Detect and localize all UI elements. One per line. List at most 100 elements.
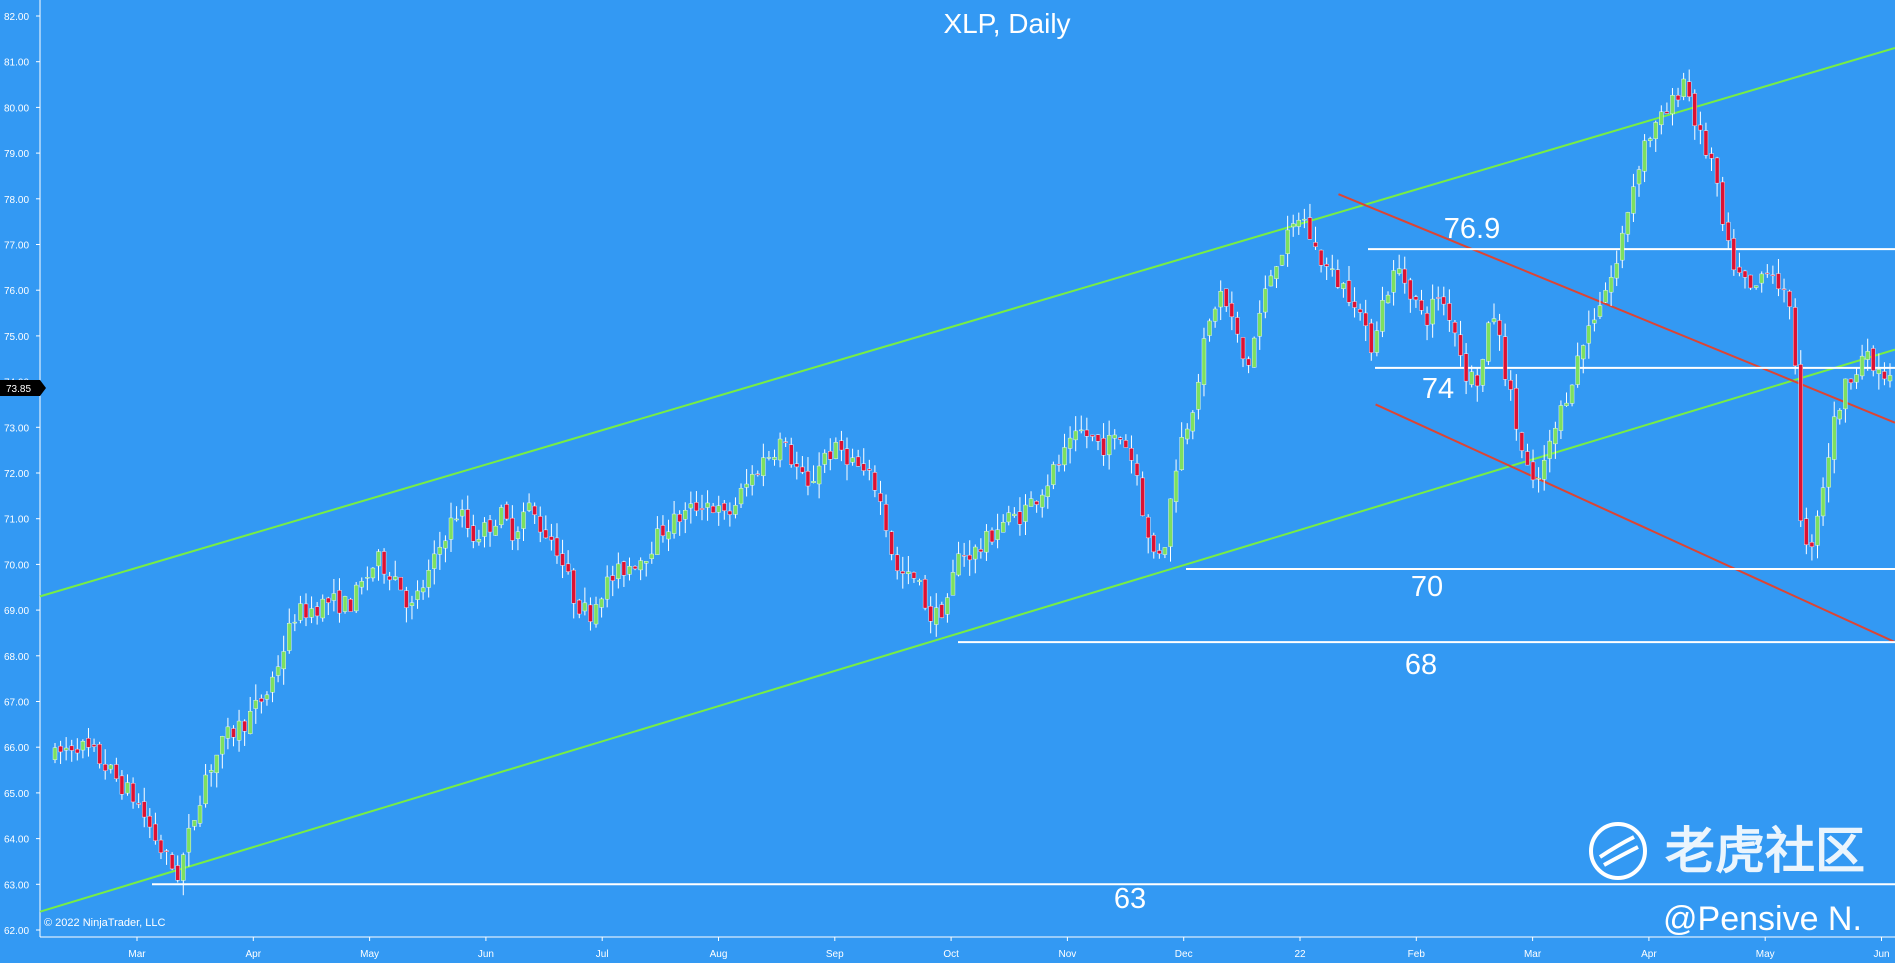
x-tick-label: Feb: [1408, 949, 1426, 960]
candle-body: [521, 511, 526, 529]
candle-body: [1341, 283, 1346, 289]
candle-body: [1313, 242, 1318, 247]
candle-body: [599, 598, 604, 608]
x-tick-label: Oct: [943, 949, 959, 960]
candle-body: [1129, 448, 1134, 461]
candle-body: [309, 608, 314, 618]
candle-body: [616, 563, 621, 580]
x-tick-label: Jul: [596, 949, 609, 960]
candle-body: [666, 531, 671, 540]
candle-body: [789, 444, 794, 465]
candle-body: [1157, 550, 1162, 555]
candle-body: [443, 540, 448, 549]
candle-body: [582, 602, 588, 612]
candle-body: [872, 472, 878, 491]
candle-body: [102, 764, 108, 771]
last-price-label: 73.85: [6, 384, 31, 395]
candle-body: [1346, 280, 1352, 303]
candle-body: [978, 549, 984, 553]
candle-body: [1748, 274, 1753, 289]
candle-body: [1837, 409, 1843, 420]
candle-body: [1274, 266, 1279, 279]
candle-body: [1040, 494, 1045, 508]
candle-body: [610, 575, 615, 581]
candle-body: [147, 815, 153, 828]
candle-body: [1664, 111, 1670, 114]
candle-body: [398, 577, 404, 591]
candle-body: [504, 504, 509, 520]
candle-body: [1095, 434, 1101, 442]
candle-body: [80, 741, 86, 751]
candle-body: [828, 451, 833, 460]
candle-body: [644, 561, 649, 564]
candle-body: [63, 747, 69, 751]
candle-body: [1391, 270, 1396, 293]
candle-body: [1753, 285, 1759, 288]
candle-body: [1759, 273, 1764, 284]
candle-body: [1541, 459, 1547, 480]
candle-body: [777, 438, 783, 461]
candle-body: [1703, 130, 1709, 156]
candle-body: [705, 502, 710, 508]
candle-body: [716, 505, 721, 513]
candle-body: [961, 555, 967, 557]
candle-body: [928, 606, 933, 622]
candle-body: [1491, 318, 1497, 323]
candle-body: [1458, 334, 1463, 356]
candle-body: [1179, 437, 1184, 471]
candle-body: [710, 505, 716, 513]
candle-body: [158, 839, 164, 853]
candle-body: [744, 483, 749, 488]
candle-body: [722, 503, 727, 511]
candle-body: [1101, 438, 1106, 456]
candle-body: [1000, 522, 1006, 533]
candle-body: [733, 505, 738, 515]
candle-body: [164, 850, 169, 852]
candle-body: [699, 508, 705, 510]
candle-body: [432, 553, 437, 569]
candle-body: [565, 563, 571, 572]
level-label: 68: [1405, 649, 1437, 681]
candle-body: [1079, 429, 1084, 432]
candle-body: [1848, 378, 1854, 383]
candle-body: [1781, 288, 1787, 291]
candle-body: [1620, 232, 1625, 261]
candle-body: [1246, 358, 1251, 366]
candle-body: [1687, 81, 1692, 97]
x-tick-label: Aug: [710, 949, 728, 960]
candle-body: [264, 694, 270, 700]
candle-body: [1871, 348, 1876, 371]
candle-body: [270, 676, 275, 693]
watermark-cn: 老虎社区: [1665, 823, 1865, 879]
candle-body: [1006, 512, 1011, 523]
candle-body: [1302, 218, 1307, 221]
candle-body: [1776, 273, 1781, 290]
candle-body: [1279, 254, 1285, 266]
candle-body: [387, 576, 392, 581]
candle-body: [326, 597, 331, 603]
price-tag-shape: [0, 380, 46, 396]
candle-body: [1519, 432, 1525, 451]
candle-body: [1547, 440, 1552, 459]
candle-body: [1625, 212, 1631, 235]
y-tick-label: 66.00: [4, 743, 29, 754]
y-tick-label: 80.00: [4, 103, 29, 114]
candle-body: [794, 463, 800, 468]
candle-body: [1608, 277, 1614, 293]
candle-body: [850, 457, 855, 463]
candle-body: [655, 528, 660, 555]
last-price-tag: 73.85: [0, 380, 46, 396]
candle-body: [1447, 303, 1452, 321]
candle-body: [208, 770, 214, 773]
candle-body: [1330, 268, 1335, 270]
x-tick-label: Apr: [246, 949, 262, 960]
candle-body: [683, 510, 688, 520]
candle-body: [1285, 229, 1290, 254]
candle-body: [1413, 296, 1419, 301]
candle-body: [487, 519, 493, 533]
candle-body: [510, 517, 515, 541]
candle-body: [1084, 429, 1090, 437]
candle-body: [822, 452, 827, 465]
candle-body: [560, 553, 565, 566]
